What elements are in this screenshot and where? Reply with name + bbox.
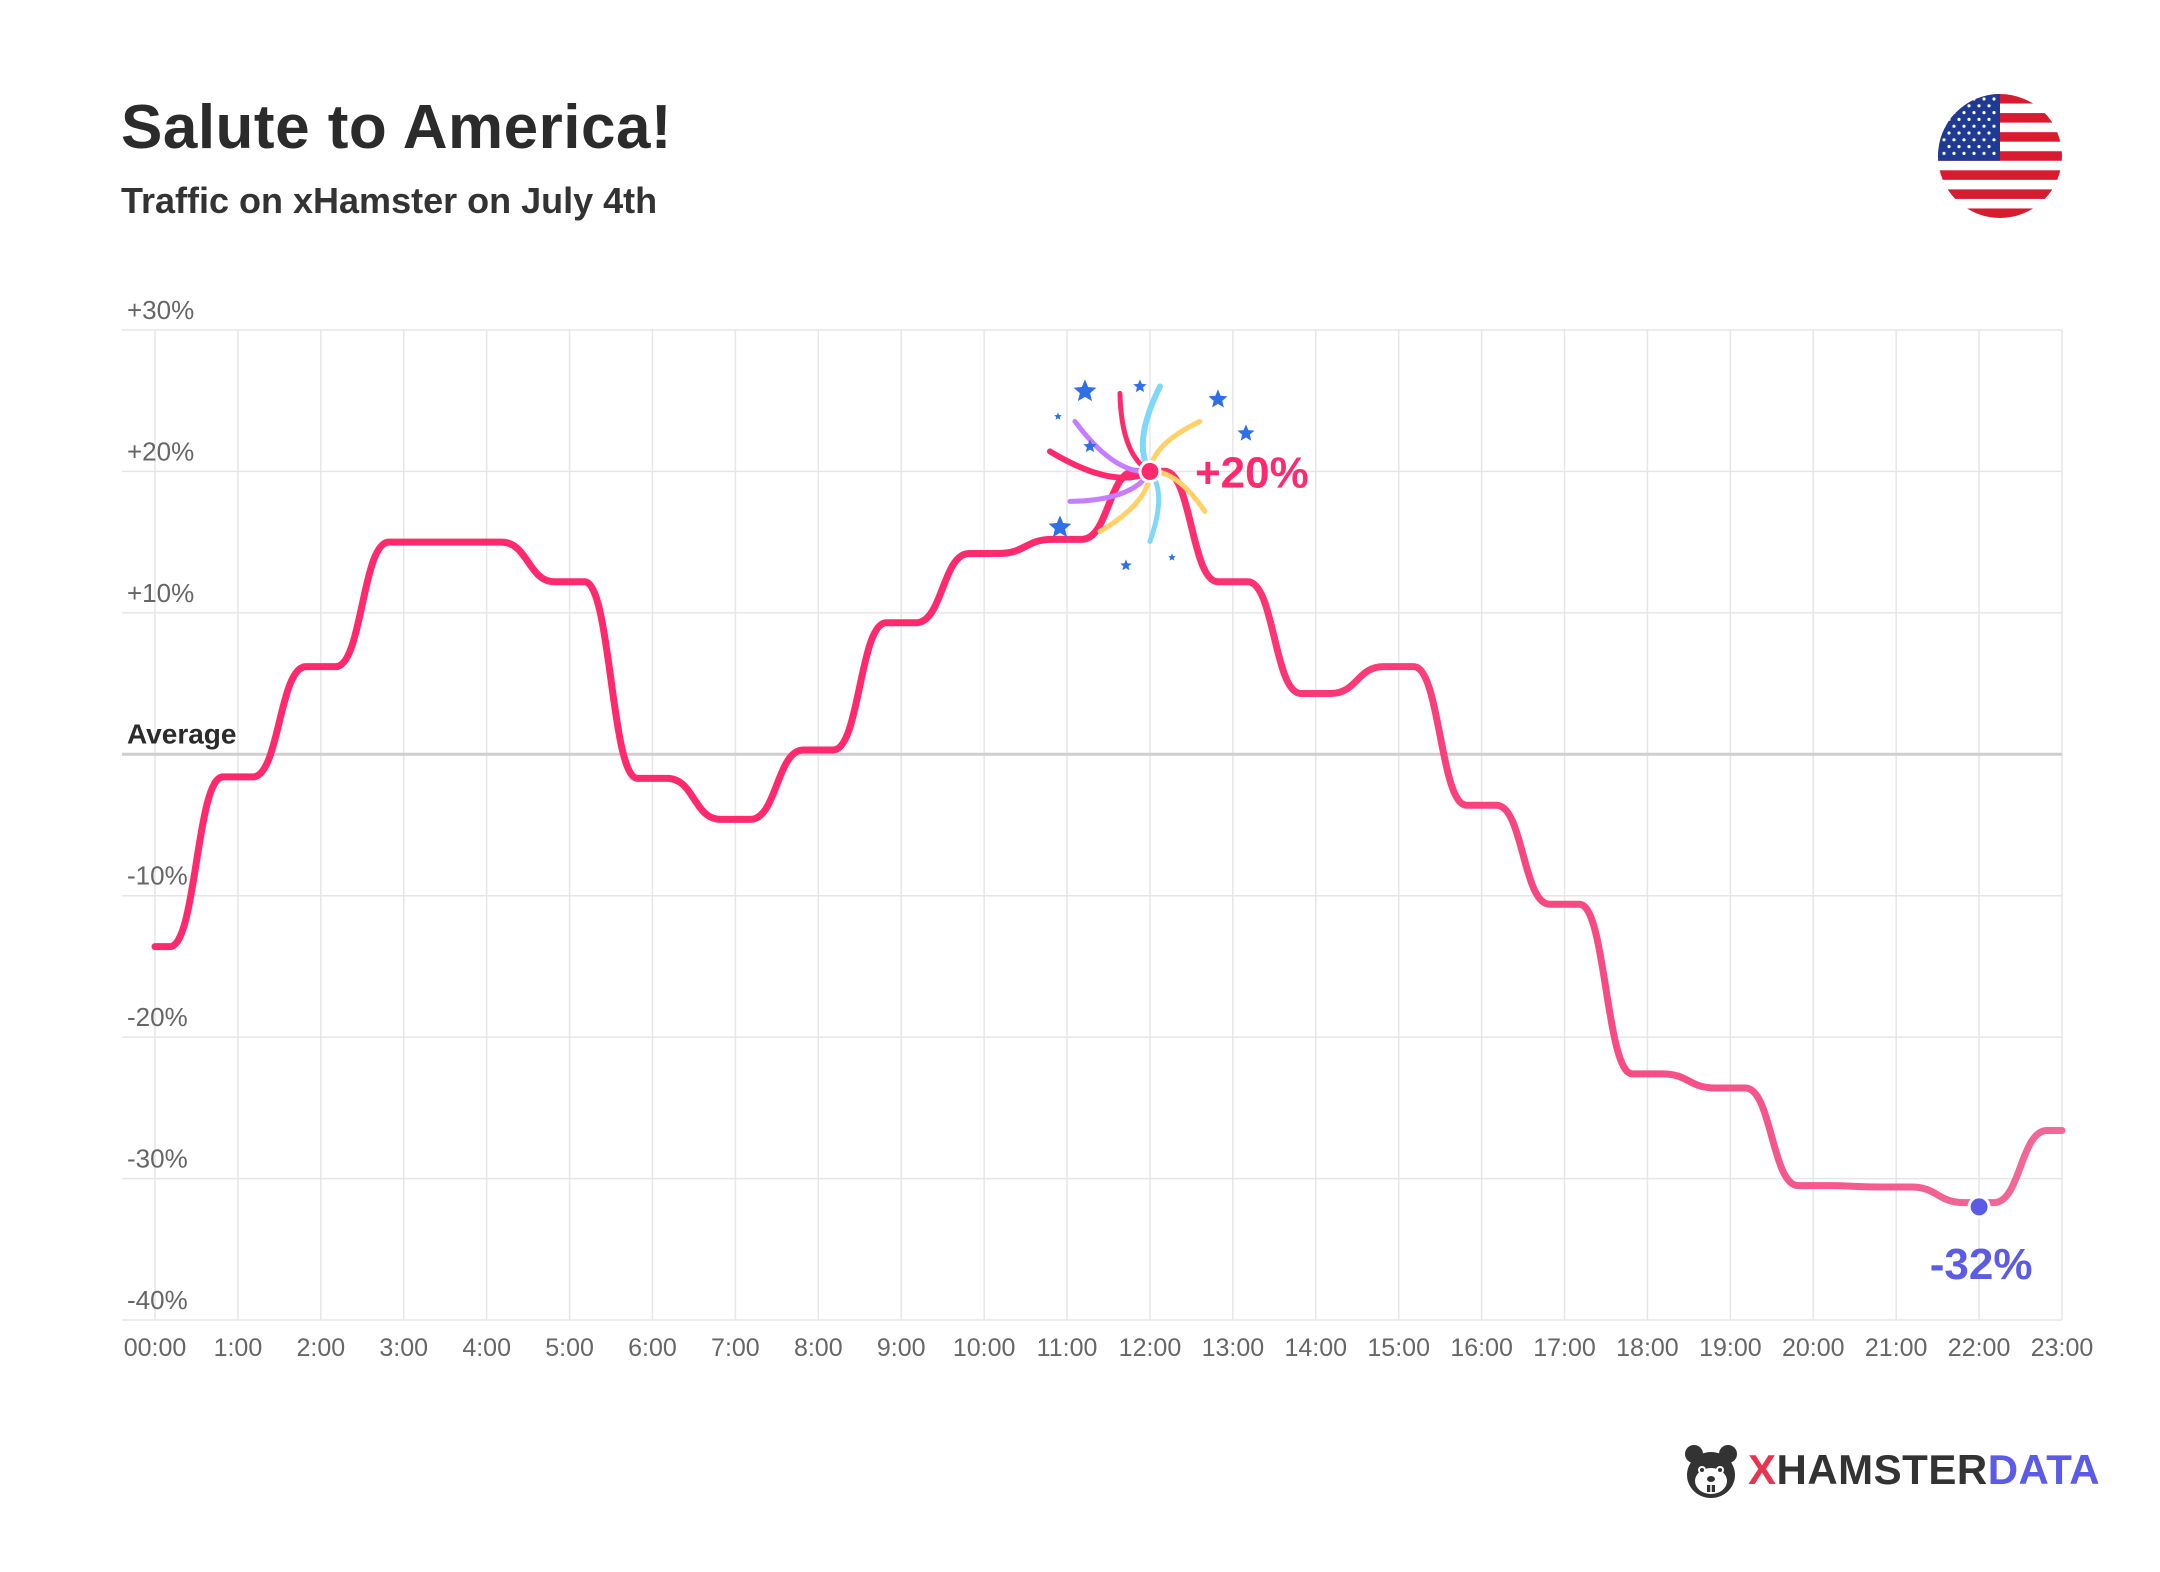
x-tick-label: 3:00	[379, 1334, 428, 1362]
y-tick-label: +30%	[127, 295, 194, 325]
data-point	[1313, 690, 1319, 696]
y-tick-label: -40%	[127, 1285, 188, 1315]
data-point	[1479, 802, 1485, 808]
xhamster-data-logo: XHAMSTERDATA	[1680, 1436, 2100, 1506]
x-tick-label: 9:00	[877, 1334, 926, 1362]
x-tick-label: 14:00	[1285, 1334, 1348, 1362]
traffic-series-line	[151, 467, 2066, 1207]
brand-hamster-word: HAMSTER	[1776, 1446, 1988, 1493]
data-point	[1562, 901, 1568, 907]
firework-star	[1208, 389, 1228, 408]
data-point	[981, 550, 987, 556]
x-tick-label: 11:00	[1037, 1334, 1098, 1362]
x-tick-label: 6:00	[628, 1334, 677, 1362]
x-tick-label: 4:00	[462, 1334, 511, 1362]
brand-x-letter: X	[1748, 1446, 1777, 1493]
data-point	[815, 747, 821, 753]
x-tick-label: 00:00	[124, 1334, 187, 1362]
x-tick-label: 18:00	[1616, 1334, 1679, 1362]
x-tick-label: 1:00	[214, 1334, 263, 1362]
x-tick-label: 23:00	[2031, 1334, 2094, 1362]
brand-wordmark: XHAMSTERDATA	[1748, 1446, 2100, 1494]
x-tick-label: 15:00	[1367, 1334, 1430, 1362]
firework-star	[1120, 559, 1132, 571]
x-tick-label: 16:00	[1450, 1334, 1513, 1362]
x-tick-label: 5:00	[545, 1334, 594, 1362]
y-tick-label: -10%	[127, 861, 188, 891]
data-point	[235, 774, 241, 780]
data-point	[732, 816, 738, 822]
data-point	[567, 579, 573, 585]
chart-subtitle: Traffic on xHamster on July 4th	[121, 180, 658, 221]
x-tick-label: 21:00	[1865, 1334, 1928, 1362]
x-tick-label: 13:00	[1202, 1334, 1265, 1362]
x-tick-label: 12:00	[1119, 1334, 1182, 1362]
y-tick-label: -20%	[127, 1002, 188, 1032]
firework-star	[1168, 553, 1176, 561]
data-point	[2059, 1127, 2065, 1133]
firework-star	[1133, 379, 1147, 393]
data-point	[318, 664, 324, 670]
x-tick-label: 10:00	[953, 1334, 1016, 1362]
x-tick-label: 19:00	[1699, 1334, 1762, 1362]
x-tick-label: 20:00	[1782, 1334, 1845, 1362]
y-tick-label: -30%	[127, 1144, 188, 1174]
data-point	[649, 775, 655, 781]
data-point	[1396, 664, 1402, 670]
max-value-label: +20%	[1195, 448, 1309, 497]
max-point-marker	[1138, 459, 1162, 483]
data-point	[1644, 1071, 1650, 1077]
x-tick-label: 17:00	[1533, 1334, 1596, 1362]
x-tick-label: 22:00	[1948, 1334, 2011, 1362]
y-tick-label: +10%	[127, 578, 194, 608]
data-point	[152, 944, 158, 950]
firework-star	[1054, 412, 1062, 420]
firework-star	[1237, 424, 1255, 441]
data-point	[1064, 536, 1070, 542]
x-tick-label: 2:00	[296, 1334, 345, 1362]
average-label: Average	[127, 718, 236, 749]
y-tick-label: +20%	[127, 436, 194, 466]
data-point	[1810, 1183, 1816, 1189]
data-point	[1727, 1085, 1733, 1091]
firework-star	[1083, 439, 1097, 453]
us-flag-icon	[1938, 94, 2062, 218]
data-point	[1893, 1184, 1899, 1190]
data-point	[401, 539, 407, 545]
brand-data-word: DATA	[1987, 1446, 2101, 1493]
data-point	[484, 539, 490, 545]
x-tick-label: 8:00	[794, 1334, 843, 1362]
firework-star	[1048, 515, 1072, 538]
chart-title: Salute to America!	[121, 93, 673, 162]
firework-star	[1073, 379, 1097, 402]
min-value-label: -32%	[1930, 1240, 2033, 1289]
hamster-logo-icon	[1685, 1445, 1737, 1498]
x-tick-label: 7:00	[711, 1334, 760, 1362]
data-point	[898, 620, 904, 626]
min-point-marker	[1967, 1195, 1991, 1219]
data-point	[1230, 579, 1236, 585]
